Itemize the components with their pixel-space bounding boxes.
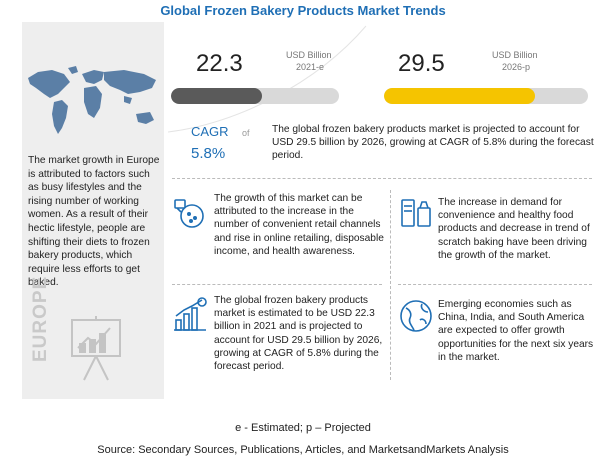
europe-description: The market growth in Europe is attribute… (28, 155, 160, 289)
packaged-food-icon (401, 199, 431, 227)
bar-2026 (384, 88, 535, 104)
divider-mid-right (398, 284, 592, 285)
unit-2021: USD Billion (286, 50, 332, 60)
insight-1-text: The growth of this market can be attribu… (214, 193, 384, 257)
bar-2021 (171, 88, 263, 104)
year-2026: 2026-p (502, 62, 531, 72)
projection-text: The global frozen bakery products market… (272, 124, 594, 161)
cagr-of: of (242, 128, 250, 138)
divider-vertical (390, 190, 391, 380)
divider-top (172, 178, 592, 179)
bar-track-2026 (384, 88, 588, 104)
source-note: Source: Secondary Sources, Publications,… (97, 444, 509, 456)
cagr-value: 5.8% (191, 145, 226, 162)
retail-basket-icon (174, 199, 204, 228)
year-2021: 2021-e (296, 62, 325, 72)
divider-mid-left (172, 284, 382, 285)
insight-4-text: Emerging economies such as China, India,… (438, 299, 594, 363)
growth-chart-icon (174, 297, 207, 331)
insight-2-text: The increase in demand for convenience a… (438, 197, 590, 261)
globe-icon (400, 300, 432, 332)
cagr-label: CAGR (191, 124, 229, 139)
world-map-icon (28, 66, 156, 134)
footnote: e - Estimated; p – Projected (235, 422, 371, 434)
europe-panel: The market growth in Europe is attribute… (22, 22, 164, 399)
europe-label: EUROPE (30, 275, 51, 362)
value-2021: 22.3 (196, 50, 243, 77)
decorative-curve (167, 25, 367, 133)
insight-3-text: The global frozen bakery products market… (214, 295, 383, 373)
presentation-easel-icon (71, 316, 121, 381)
chart-title: Global Frozen Bakery Products Market Tre… (160, 3, 446, 18)
value-2026: 29.5 (398, 50, 445, 77)
bar-track-2021 (171, 88, 339, 104)
unit-2026: USD Billion (492, 50, 538, 60)
